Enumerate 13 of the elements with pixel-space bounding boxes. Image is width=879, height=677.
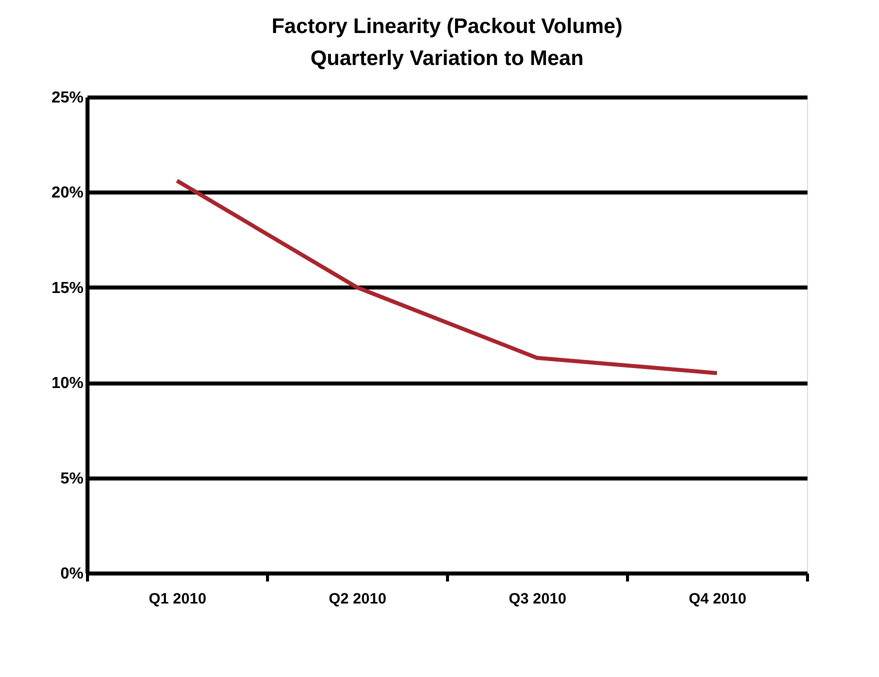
x-tick-label: Q1 2010: [148, 590, 206, 608]
y-tick-label: 25%: [51, 90, 84, 106]
text: Quarterly Variation to Mean: [310, 47, 584, 70]
text: Factory Linearity (Packout Volume): [272, 15, 622, 38]
line-series: [175, 178, 719, 376]
x-tick-label: Q3 2010: [508, 590, 566, 608]
x-tick-label: Q2 2010: [328, 590, 386, 608]
y-tick-label: 20%: [51, 184, 84, 202]
y-tick-label: 5%: [60, 470, 84, 488]
y-tick-label: 10%: [51, 375, 84, 392]
y-tick-label: 0%: [60, 566, 84, 582]
y-tick-label: 15%: [51, 280, 84, 297]
x-tick-label: Q4 2010: [688, 590, 746, 608]
